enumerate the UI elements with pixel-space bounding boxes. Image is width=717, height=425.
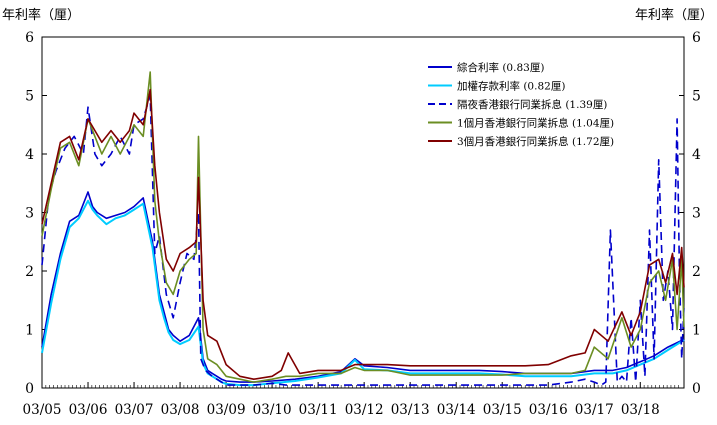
x-tick-label: 03/12: [345, 402, 384, 418]
y-tick-label-right: 2: [692, 264, 701, 280]
y-tick-label-right: 1: [692, 323, 701, 339]
series-line-1: [41, 199, 685, 387]
y-tick-label-right: 4: [692, 147, 701, 163]
y-tick-label-left: 2: [25, 264, 34, 280]
y-tick-label-right: 0: [692, 381, 701, 397]
legend-label-4: 3個月香港銀行同業拆息 (1.72厘): [457, 135, 614, 148]
y-axis-label-left: 年利率（厘）: [2, 8, 81, 23]
y-tick-label-left: 1: [25, 323, 34, 339]
x-tick-label: 03/15: [483, 402, 522, 418]
series-line-3: [41, 71, 685, 383]
x-tick-label: 03/09: [207, 402, 246, 418]
legend-label-1: 加權存款利率 (0.82厘): [457, 80, 565, 93]
legend-label-3: 1個月香港銀行同業拆息 (1.04厘): [457, 117, 614, 130]
y-tick-label-left: 5: [25, 89, 34, 105]
legend-label-2: 隔夜香港銀行同業拆息 (1.39厘): [457, 98, 607, 111]
y-tick-label-left: 4: [25, 147, 34, 163]
series-line-4: [41, 88, 685, 381]
y-tick-label-right: 3: [692, 206, 701, 222]
x-tick-label: 03/07: [115, 402, 154, 418]
x-tick-label: 03/10: [253, 402, 292, 418]
y-tick-label-left: 0: [25, 381, 34, 397]
x-tick-label: 03/17: [575, 402, 614, 418]
x-tick-label: 03/05: [23, 402, 62, 418]
series-line-0: [41, 191, 685, 383]
x-tick-label: 03/11: [299, 402, 338, 418]
y-tick-label-right: 5: [692, 89, 701, 105]
x-tick-label: 03/16: [529, 402, 568, 418]
x-tick-label: 03/18: [621, 402, 660, 418]
x-tick-label: 03/08: [161, 402, 200, 418]
y-tick-label-right: 6: [692, 30, 701, 46]
y-tick-label-left: 6: [25, 30, 34, 46]
plot-frame: [41, 36, 685, 389]
x-tick-label: 03/13: [391, 402, 430, 418]
x-tick-label: 03/06: [69, 402, 108, 418]
y-tick-label-left: 3: [25, 206, 34, 222]
legend-label-0: 綜合利率 (0.83厘): [457, 61, 544, 74]
x-tick-label: 03/14: [437, 402, 476, 418]
y-axis-label-right: 年利率（厘）: [634, 8, 713, 23]
